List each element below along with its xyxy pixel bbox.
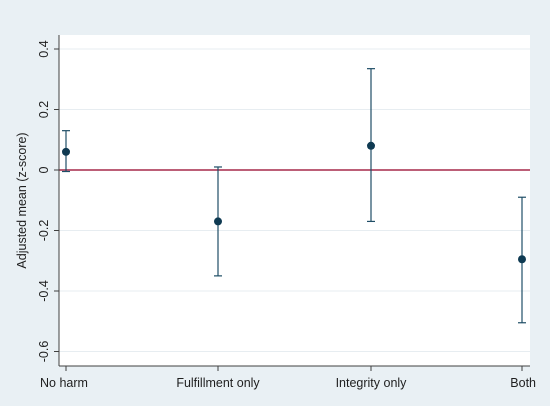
plot-area: [59, 35, 530, 366]
y-tick-label-5: -0.6: [37, 341, 51, 363]
y-tick-label-2: 0: [37, 166, 51, 173]
estimate-group-0: [62, 130, 70, 173]
point-estimate-2: [367, 141, 375, 150]
estimate-group-2: [367, 68, 375, 223]
y-tick-label-0: 0.4: [37, 40, 51, 57]
estimate-series: [62, 68, 526, 324]
point-estimate-3: [518, 255, 526, 264]
y-axis-title: Adjusted mean (z-score): [15, 132, 29, 268]
x-tick-label-1: Fulfillment only: [176, 376, 260, 390]
x-tick-label-2: Integrity only: [336, 376, 408, 390]
point-estimate-1: [214, 217, 222, 226]
x-tick-label-3: Both: [510, 376, 536, 390]
x-axis: No harm Fulfillment only Integrity only Bot…: [40, 365, 536, 390]
estimate-group-1: [214, 166, 222, 277]
point-estimate-0: [62, 147, 70, 156]
y-tick-label-4: -0.4: [37, 280, 51, 302]
x-tick-label-0: No harm: [40, 376, 88, 390]
estimate-group-3: [518, 196, 526, 324]
y-tick-label-3: -0.2: [37, 220, 51, 242]
y-axis: 0.4 0.2 0 -0.2 -0.4 -0.6: [37, 35, 60, 366]
gridlines: [59, 48, 530, 352]
y-tick-label-1: 0.2: [37, 101, 51, 118]
